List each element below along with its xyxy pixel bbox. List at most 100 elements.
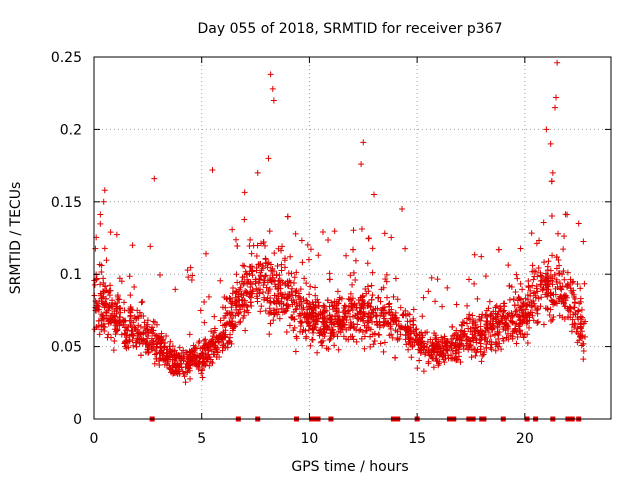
data-point xyxy=(262,272,269,279)
data-point xyxy=(237,306,244,313)
outlier-point xyxy=(371,191,378,198)
data-point xyxy=(449,348,456,355)
data-point xyxy=(532,294,539,301)
data-point xyxy=(437,339,444,346)
data-point xyxy=(168,348,175,355)
data-point xyxy=(519,286,526,293)
data-point xyxy=(545,258,552,265)
data-point xyxy=(279,243,286,250)
data-point xyxy=(449,332,456,339)
data-point xyxy=(428,274,435,281)
data-point xyxy=(306,291,313,298)
data-point xyxy=(482,273,489,280)
data-point xyxy=(273,271,280,278)
data-point xyxy=(177,355,184,362)
data-point xyxy=(454,332,461,339)
data-point xyxy=(353,326,360,333)
data-point xyxy=(157,272,164,279)
data-point xyxy=(292,230,299,237)
data-point xyxy=(236,303,243,310)
data-point xyxy=(262,255,269,262)
data-point xyxy=(538,294,545,301)
data-point xyxy=(553,265,560,272)
data-point xyxy=(292,289,299,296)
outlier-point xyxy=(209,166,216,173)
data-point xyxy=(558,286,565,293)
data-point xyxy=(98,322,105,329)
data-point xyxy=(150,337,157,344)
data-point xyxy=(116,313,123,320)
data-point xyxy=(176,370,183,377)
data-point xyxy=(147,243,154,250)
data-point xyxy=(553,254,560,261)
data-point xyxy=(423,344,430,351)
data-point xyxy=(211,313,218,320)
data-point xyxy=(524,339,531,346)
outlier-point xyxy=(549,169,556,176)
data-point xyxy=(564,211,571,218)
data-point xyxy=(580,238,587,245)
data-point xyxy=(549,316,556,323)
x-tick-label: 5 xyxy=(197,431,206,447)
data-point xyxy=(487,333,494,340)
data-point xyxy=(335,346,342,353)
data-point xyxy=(180,357,187,364)
data-point xyxy=(389,334,396,341)
data-point xyxy=(528,302,535,309)
data-point xyxy=(98,298,105,305)
data-point xyxy=(262,273,269,280)
data-point xyxy=(463,320,470,327)
data-point xyxy=(271,299,278,306)
data-point xyxy=(495,308,502,315)
data-point xyxy=(444,284,451,291)
data-point xyxy=(113,303,120,310)
data-point xyxy=(266,305,273,312)
data-point xyxy=(460,333,467,340)
data-point xyxy=(406,328,413,335)
data-point xyxy=(380,313,387,320)
data-point xyxy=(304,319,311,326)
data-point xyxy=(220,342,227,349)
data-point xyxy=(333,302,340,309)
data-point xyxy=(353,338,360,345)
data-point xyxy=(581,280,588,287)
outlier-point xyxy=(100,198,107,205)
data-point xyxy=(255,280,262,287)
data-point xyxy=(520,334,527,341)
data-point xyxy=(303,297,310,304)
data-point xyxy=(433,336,440,343)
data-point xyxy=(324,297,331,304)
data-point xyxy=(332,315,339,322)
data-point xyxy=(329,313,336,320)
data-point xyxy=(173,369,180,376)
data-point xyxy=(377,322,384,329)
outlier-point xyxy=(399,206,406,213)
data-point xyxy=(136,336,143,343)
data-point xyxy=(561,276,568,283)
data-point xyxy=(157,344,164,351)
data-point xyxy=(516,328,523,335)
data-point xyxy=(94,302,101,309)
data-point xyxy=(93,299,100,306)
data-point xyxy=(226,294,233,301)
data-point xyxy=(274,297,281,304)
data-point xyxy=(568,287,575,294)
data-point xyxy=(466,311,473,318)
data-point xyxy=(134,307,141,314)
data-point xyxy=(364,313,371,320)
data-point xyxy=(141,319,148,326)
data-point xyxy=(355,297,362,304)
data-point xyxy=(127,322,134,329)
data-point xyxy=(307,283,314,290)
data-point xyxy=(568,328,575,335)
data-point xyxy=(131,283,138,290)
data-point xyxy=(453,335,460,342)
data-point xyxy=(406,338,413,345)
data-point xyxy=(232,236,239,243)
outlier-point xyxy=(101,187,108,194)
data-point xyxy=(513,271,520,278)
data-point xyxy=(135,314,142,321)
data-point xyxy=(176,363,183,370)
data-point xyxy=(256,290,263,297)
data-point xyxy=(376,318,383,325)
